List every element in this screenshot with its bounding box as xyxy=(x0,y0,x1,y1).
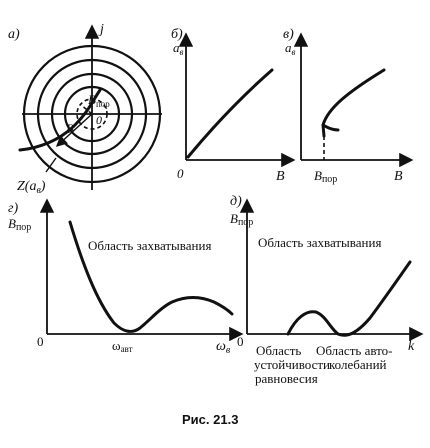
panel-a-ring-2 xyxy=(36,58,148,170)
panel-c-y-label: aв xyxy=(285,40,296,57)
panel-c-threshold-label: Bпор xyxy=(314,168,337,185)
panel-d: г) Bпор Область захватывания 0 ωавт ωв xyxy=(8,198,244,356)
panel-a: а) j Bпор 0 B Z(aв) xyxy=(8,22,162,196)
panel-c-tag: в) xyxy=(283,27,294,42)
panel-e-tag: д) xyxy=(230,194,242,209)
panel-b-y-label: aв xyxy=(173,40,184,57)
panel-a-tag: а) xyxy=(8,27,20,42)
panel-a-b-vector xyxy=(55,113,93,147)
panel-e-stable-region-line-2: устойчивости xyxy=(254,357,330,372)
panel-c-upper-curve xyxy=(321,68,386,138)
panel-e-y-label: Bпор xyxy=(230,211,253,228)
panel-a-b-threshold-label: Bпор xyxy=(88,92,110,109)
panel-a-axis-j-label: j xyxy=(98,22,104,37)
panel-c-lower-branch xyxy=(321,123,340,132)
panel-d-region-label: Область захватывания xyxy=(88,238,211,253)
panel-d-curve xyxy=(68,220,234,333)
panel-e-curve xyxy=(286,260,412,337)
panel-e: д) Bпор Область захватывания 0 k Область… xyxy=(230,194,424,386)
panel-d-origin-label: 0 xyxy=(37,334,44,349)
panel-a-ring-4 xyxy=(63,85,121,143)
panel-e-osc-region-line-1: Область авто- xyxy=(316,343,393,358)
panel-e-origin-label: 0 xyxy=(237,334,244,349)
panel-e-stable-region-line-1: Область xyxy=(256,343,301,358)
panel-a-threshold-radius xyxy=(79,103,93,115)
panel-b-curve xyxy=(186,68,274,159)
panel-e-x-label: k xyxy=(408,339,415,354)
panel-c-x-label: B xyxy=(394,169,403,184)
figure-caption: Рис. 21.3 xyxy=(182,412,238,427)
panel-e-stable-region-line-3: равновесия xyxy=(255,371,318,386)
panel-e-osc-region-line-2: колебаний xyxy=(329,357,387,372)
panel-b-x-label: B xyxy=(276,169,285,184)
panel-d-y-label: Bпор xyxy=(8,216,31,233)
panel-a-z-leader xyxy=(45,157,57,173)
panel-a-origin-label: 0 xyxy=(96,113,102,127)
panel-d-center-tick-label: ωавт xyxy=(112,338,133,354)
panel-a-ring-1 xyxy=(22,44,162,184)
panel-d-tag: г) xyxy=(8,201,18,216)
panel-b-origin-label: 0 xyxy=(177,166,184,181)
panel-a-z-curve-label: Z(aв) xyxy=(17,179,46,196)
panel-c: в) aв Bпор B xyxy=(283,27,414,185)
panel-a-ring-3 xyxy=(50,72,134,156)
panel-a-z-curve xyxy=(18,88,102,152)
panel-b: б) aв 0 B xyxy=(171,27,296,184)
panel-e-region-label: Область захватывания xyxy=(258,235,381,250)
panel-d-x-label: ωв xyxy=(216,339,231,356)
panel-a-threshold-ring xyxy=(76,98,108,130)
panel-a-b-vector-label: B xyxy=(66,121,74,136)
